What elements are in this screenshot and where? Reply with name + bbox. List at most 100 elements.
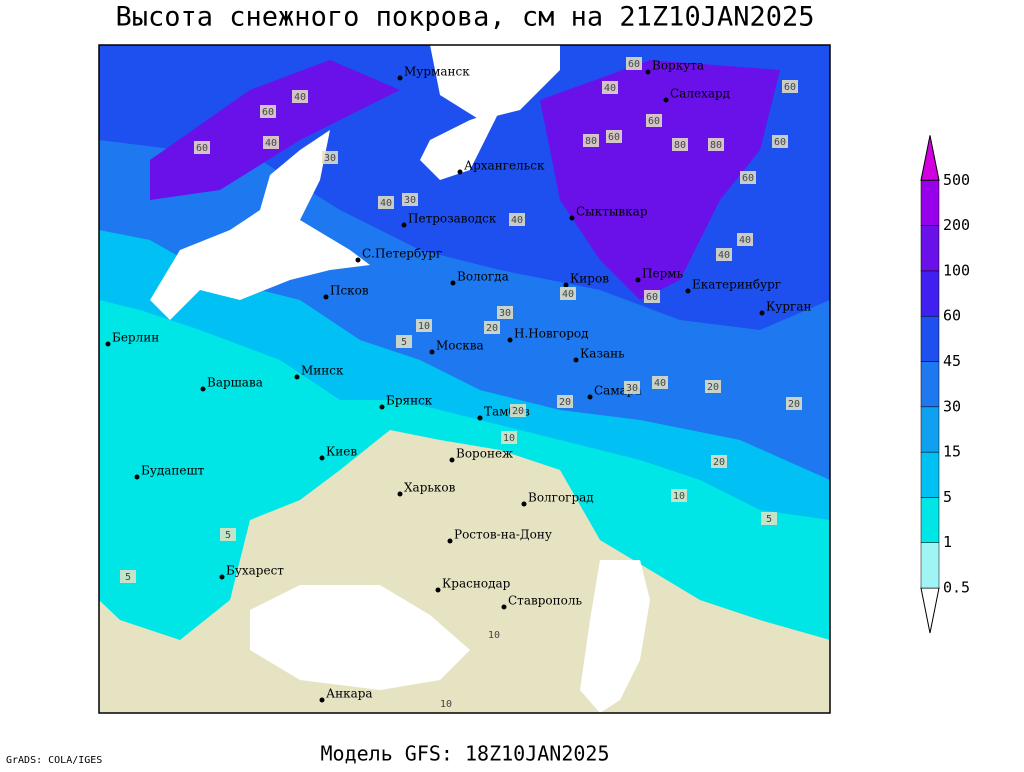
contour-label-box [646,114,662,127]
city-dot [635,277,641,283]
map-frame [98,44,831,714]
contour-label: 5 [766,514,772,525]
white-sea [420,110,500,180]
contour-label-box [708,138,724,151]
legend-swatch [920,180,940,226]
contour-label-box [396,335,412,348]
contour-label: 20 [713,457,725,468]
contour-label: 60 [784,82,796,93]
city-label: Харьков [404,481,456,495]
contour-label: 40 [265,138,277,149]
city-label: Воронеж [456,447,513,461]
contour-label: 30 [324,153,336,164]
contour-label: 30 [404,195,416,206]
city-dot [105,341,111,347]
contour-label: 60 [196,143,208,154]
city-dot [563,282,569,288]
city-label: Псков [330,284,369,298]
contour-label-box [583,134,599,147]
city-dot [447,538,453,544]
contour-label: 60 [646,292,658,303]
legend-label: 0.5 [943,579,970,597]
contour-label: 40 [562,289,574,300]
legend-label: 5 [943,488,952,506]
legend-swatch [920,497,940,543]
contour-label: 80 [710,140,722,151]
contour-label: 60 [608,132,620,143]
contour-label-box [737,233,753,246]
city-dot [401,222,407,228]
city-dot [450,280,456,286]
contour-label-box [402,193,418,206]
contour-label-box [509,213,525,226]
contour-label-box [486,628,502,641]
city-dot [449,457,455,463]
city-label: Петрозаводск [408,212,497,226]
black-sea [250,585,470,690]
contour-label: 60 [262,107,274,118]
contour-label-box [260,105,276,118]
contour-label-box [416,319,432,332]
contour-label: 20 [707,382,719,393]
city-label: Бухарест [226,564,284,578]
legend-label: 1 [943,533,952,551]
city-dot [573,357,579,363]
legend-swatch [920,270,940,317]
contour-label-box [557,395,573,408]
contour-label: 20 [788,399,800,410]
contour-label: 40 [380,198,392,209]
city-label: Воркута [652,59,704,73]
contour-label-box [292,90,308,103]
city-label: Анкара [326,687,373,701]
contour-label: 60 [648,116,660,127]
contour-label: 20 [559,397,571,408]
city-label: Екатеринбург [692,278,781,292]
contour-label: 40 [739,235,751,246]
city-dot [319,697,325,703]
city-label: Ставрополь [508,594,582,608]
city-dot [397,491,403,497]
contour-label: 40 [718,250,730,261]
contour-label: 5 [401,337,407,348]
legend-label: 200 [943,216,970,234]
contour-label-box [652,376,668,389]
contour-label-box [644,290,660,303]
contour-label-box [606,130,622,143]
contour-label-box [438,697,454,710]
city-dot [323,294,329,300]
legend-lower-end [920,587,940,634]
model-caption: Модель GFS: 18Z10JAN2025 [321,742,610,766]
contour-label-box [378,196,394,209]
city-dot [435,587,441,593]
contour-label: 10 [503,433,515,444]
snow-100 [540,60,780,300]
city-dot [507,337,513,343]
city-dot [319,455,325,461]
legend-label: 500 [943,171,970,189]
city-dot [294,374,300,380]
city-dot [663,97,669,103]
labels: Мурманск Воркута Салехард Архангельск Сыктыв… [105,57,811,710]
contour-label-box [672,138,688,151]
city-dot [759,310,765,316]
legend-swatch [920,315,940,362]
city-label: Москва [436,339,484,353]
contour-label-box [782,80,798,93]
city-label: Мурманск [404,65,470,79]
city-dot [457,169,463,175]
contour-label: 5 [125,572,131,583]
city-dot [397,75,403,81]
contour-label: 60 [628,59,640,70]
legend-upper-end [920,135,940,181]
city-label: Минск [301,364,344,378]
city-label: Архангельск [464,159,545,173]
city-label: Киров [570,272,609,286]
city-label: Брянск [386,394,433,408]
legend-label: 60 [943,307,961,325]
title: Высота снежного покрова, см на 21Z10JAN2… [116,2,815,33]
city-label: Вологда [457,270,509,284]
contour-label: 10 [673,491,685,502]
contour-label-box [761,512,777,525]
